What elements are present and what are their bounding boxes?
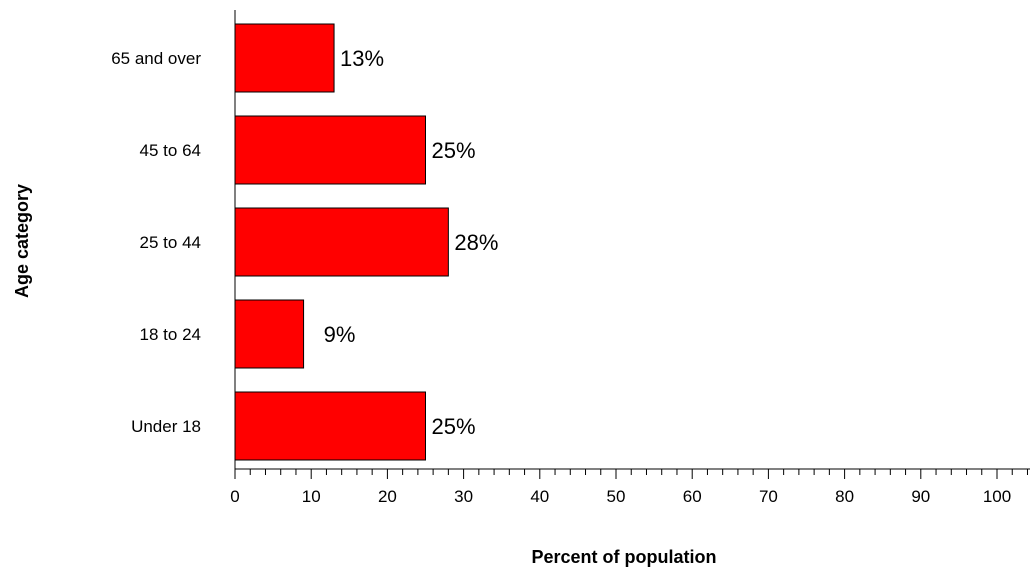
x-tick-label: 50 [607, 487, 626, 506]
bar-under-18 [234, 391, 426, 461]
category-label-18-to-24: 18 to 24 [140, 325, 201, 344]
x-tick-label: 10 [302, 487, 321, 506]
x-tick-label: 90 [911, 487, 930, 506]
data-label-18-to-24: 9% [324, 322, 356, 347]
data-label-under-18: 25% [432, 414, 476, 439]
bar-45-to-64 [234, 115, 426, 185]
bars-group [234, 23, 449, 461]
y-axis-title: Age category [12, 184, 32, 298]
x-axis-title: Percent of population [531, 547, 716, 567]
data-label-45-to-64: 25% [432, 138, 476, 163]
bar-18-to-24 [234, 299, 305, 369]
x-tick-label: 0 [230, 487, 239, 506]
x-tick-label: 40 [530, 487, 549, 506]
category-label-25-to-44: 25 to 44 [140, 233, 201, 252]
x-tick-label: 30 [454, 487, 473, 506]
data-labels-group: 13% 25% 28% 9% 25% [324, 46, 499, 439]
x-tick-label: 80 [835, 487, 854, 506]
x-tick-label: 60 [683, 487, 702, 506]
x-tick-label: 70 [759, 487, 778, 506]
category-labels-group: 65 and over 45 to 64 25 to 44 18 to 24 Under… [111, 49, 201, 436]
x-axis-tick-labels-group: 0 10 20 30 40 50 60 70 80 90 100 [230, 487, 1011, 506]
category-label-65-and-over: 65 and over [111, 49, 201, 68]
x-axis-ticks-group [234, 469, 1028, 479]
x-tick-label: 20 [378, 487, 397, 506]
x-tick-label: 100 [983, 487, 1011, 506]
bar-25-to-44 [234, 207, 449, 277]
data-label-25-to-44: 28% [454, 230, 498, 255]
category-label-45-to-64: 45 to 64 [140, 141, 201, 160]
category-label-under-18: Under 18 [131, 417, 201, 436]
data-label-65-and-over: 13% [340, 46, 384, 71]
bar-65-and-over [234, 23, 335, 93]
